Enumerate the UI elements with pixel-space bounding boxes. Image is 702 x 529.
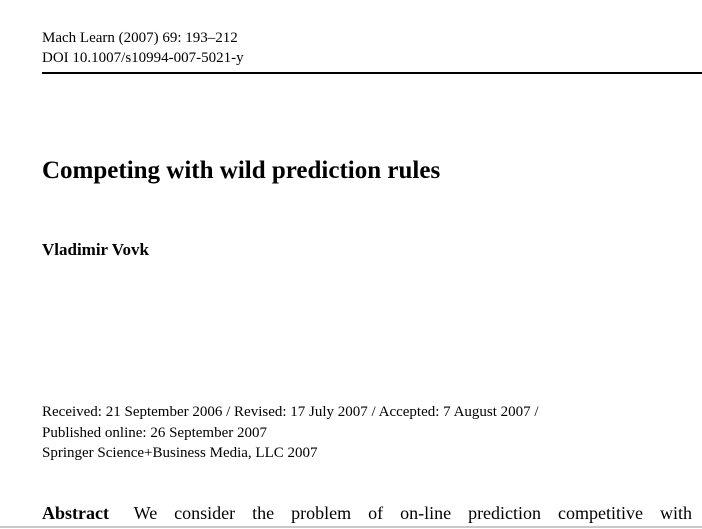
page-bottom-edge <box>0 526 702 528</box>
history-published: Published online: 26 September 2007 <box>42 424 267 441</box>
journal-citation: Mach Learn (2007) 69: 193–212 <box>42 30 238 46</box>
paper-author: Vladimir Vovk <box>42 240 149 259</box>
publication-history: Received: 21 September 2006 / Revised: 1… <box>42 402 539 464</box>
paper-title: Competing with wild prediction rules <box>42 157 441 184</box>
header-rule <box>42 72 702 74</box>
journal-header: Mach Learn (2007) 69: 193–212 DOI 10.100… <box>42 28 244 68</box>
abstract: Abstract We consider the problem of on-l… <box>42 500 692 526</box>
abstract-text: We consider the problem of on-line predi… <box>133 503 692 523</box>
history-copyright: Springer Science+Business Media, LLC 200… <box>42 445 318 461</box>
journal-doi: DOI 10.1007/s10994-007-5021-y <box>42 50 244 66</box>
abstract-label: Abstract <box>42 503 109 523</box>
history-dates: Received: 21 September 2006 / Revised: 1… <box>42 404 539 420</box>
